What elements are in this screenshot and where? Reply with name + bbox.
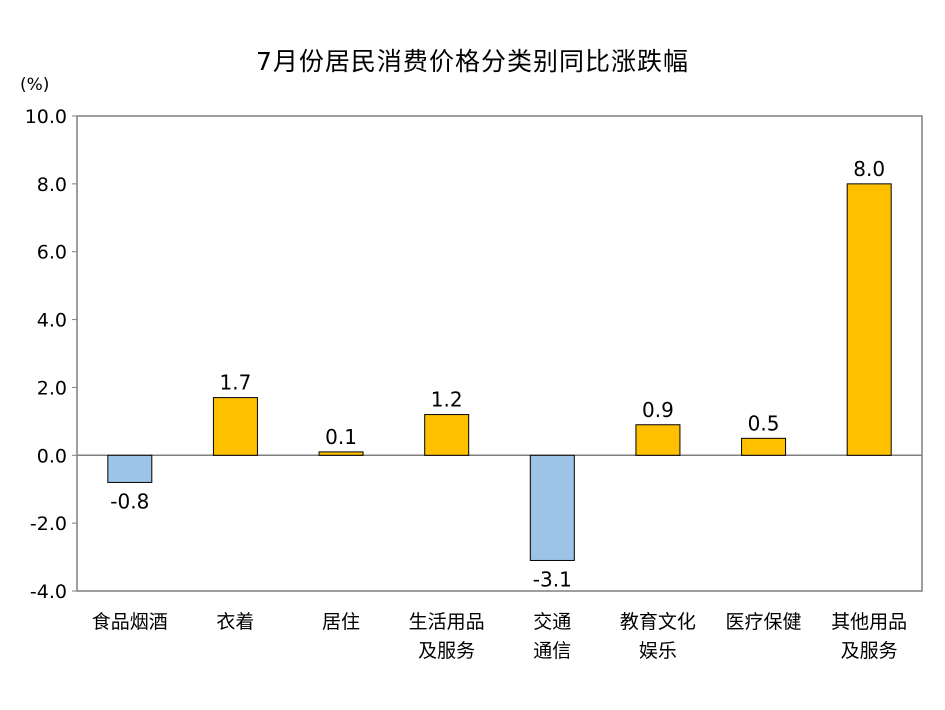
bars bbox=[107, 183, 892, 561]
y-tick-label: 6.0 bbox=[37, 242, 67, 264]
y-tick-label: 8.0 bbox=[37, 174, 67, 196]
y-tick-label: 10.0 bbox=[25, 106, 67, 128]
y-tick-label: -2.0 bbox=[30, 513, 67, 535]
category-label: 医疗保健 bbox=[726, 611, 802, 633]
data-label: -3.1 bbox=[533, 567, 572, 591]
axes: 10.0 8.0 6.0 4.0 2.0 0.0 -2.0 -4.0 (%) bbox=[20, 75, 923, 603]
plot-area-border bbox=[76, 115, 923, 592]
category-label: 居住 bbox=[322, 611, 360, 633]
category-label: 食品烟酒 bbox=[92, 611, 168, 633]
y-unit-label: (%) bbox=[20, 75, 49, 95]
category-label: 其他用品 bbox=[831, 611, 907, 633]
bar bbox=[635, 424, 681, 456]
bar bbox=[529, 454, 575, 561]
bar bbox=[424, 414, 470, 456]
data-label: 8.0 bbox=[853, 157, 885, 181]
category-label: 交通 bbox=[533, 611, 571, 633]
y-tick-label: 2.0 bbox=[37, 377, 67, 399]
data-label: 0.1 bbox=[325, 425, 357, 449]
y-tick-label: 0.0 bbox=[37, 445, 67, 467]
chart-title: 7月份居民消费价格分类别同比涨跌幅 bbox=[256, 47, 689, 76]
bar bbox=[212, 397, 258, 456]
category-label: 通信 bbox=[533, 640, 571, 662]
data-label: 0.9 bbox=[642, 398, 674, 422]
category-label: 娱乐 bbox=[639, 640, 677, 662]
category-label: 生活用品 bbox=[409, 611, 485, 633]
bar bbox=[107, 454, 153, 483]
data-label: -0.8 bbox=[110, 489, 149, 513]
data-label: 1.2 bbox=[431, 388, 463, 412]
data-label: 1.7 bbox=[220, 371, 252, 395]
data-labels: -0.8 1.7 0.1 1.2 -3.1 0.9 0.5 8.0 bbox=[110, 157, 885, 592]
y-tick-label: -4.0 bbox=[30, 581, 67, 603]
category-label: 教育文化 bbox=[620, 611, 696, 633]
category-label: 衣着 bbox=[216, 611, 254, 633]
data-label: 0.5 bbox=[748, 411, 780, 435]
bar bbox=[741, 437, 787, 456]
bar bbox=[846, 183, 892, 456]
y-tick-label: 4.0 bbox=[37, 310, 67, 332]
category-label: 及服务 bbox=[841, 640, 898, 662]
category-label: 及服务 bbox=[418, 640, 475, 662]
bar bbox=[318, 451, 364, 456]
